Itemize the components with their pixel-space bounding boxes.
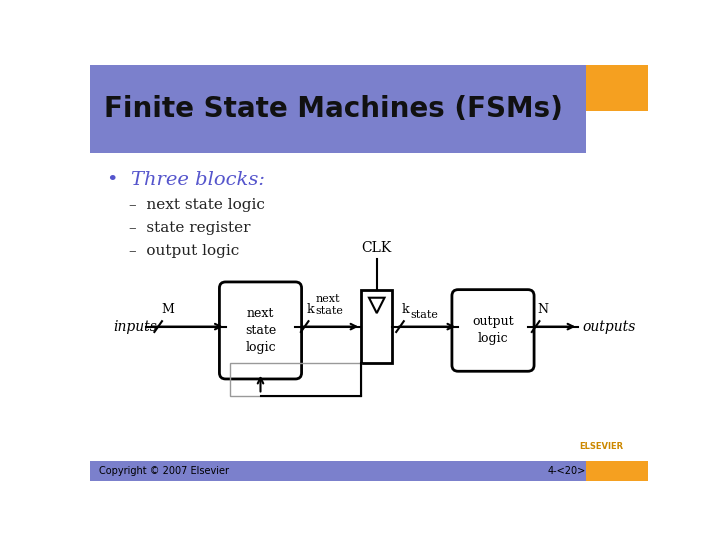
Text: –  output logic: – output logic [129,244,239,258]
Text: outputs: outputs [582,320,636,334]
FancyBboxPatch shape [452,289,534,372]
Bar [586,461,648,481]
Bar [361,290,392,363]
Text: CLK: CLK [361,241,392,255]
Bar [90,65,586,153]
Text: 4-<20>: 4-<20> [547,466,585,476]
Bar [230,363,361,396]
Text: Copyright © 2007 Elsevier: Copyright © 2007 Elsevier [99,466,229,476]
Text: Finite State Machines (FSMs): Finite State Machines (FSMs) [104,95,563,123]
Text: ELSEVIER: ELSEVIER [580,442,624,451]
Bar [90,461,586,481]
Text: •  Three blocks:: • Three blocks: [107,171,265,190]
Bar [586,65,648,111]
Text: next
state: next state [315,294,343,316]
Text: N: N [537,303,548,316]
FancyBboxPatch shape [220,282,302,379]
Text: state: state [411,310,438,320]
Text: next
state
logic: next state logic [245,307,276,354]
Text: output
logic: output logic [472,315,514,346]
Text: k: k [402,303,409,316]
Text: k: k [306,303,314,316]
Text: –  next state logic: – next state logic [129,198,265,212]
Text: M: M [161,303,174,316]
Text: inputs: inputs [113,320,157,334]
Text: –  state register: – state register [129,221,251,235]
Polygon shape [369,298,384,313]
